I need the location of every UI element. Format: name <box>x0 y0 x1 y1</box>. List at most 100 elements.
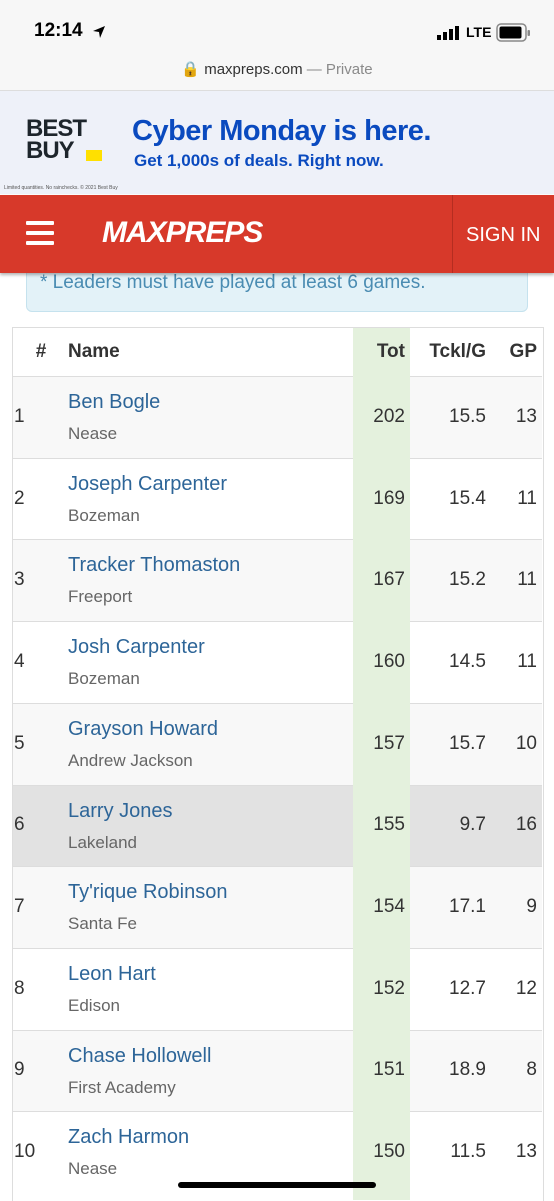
rank: 8 <box>14 977 25 999</box>
school-name: Andrew Jackson <box>68 750 193 770</box>
tackles-per-game: 14.5 <box>449 650 486 672</box>
player-name[interactable]: Tracker Thomaston <box>68 554 241 577</box>
table-row <box>12 1029 542 1112</box>
sorted-column <box>353 327 410 1200</box>
rank: 10 <box>14 1141 36 1163</box>
table-row <box>12 947 542 1030</box>
games-played: 16 <box>515 814 537 836</box>
total-tackles: 151 <box>373 1059 405 1081</box>
table-row <box>12 457 542 540</box>
school-name: Nease <box>68 1159 118 1179</box>
table-row <box>12 621 542 704</box>
table-row <box>12 1111 542 1194</box>
player-name[interactable]: Grayson Howard <box>68 717 219 740</box>
divider <box>452 195 453 273</box>
table-row <box>12 376 542 458</box>
total-tackles: 150 <box>373 1141 405 1163</box>
ad-headline: Cyber Monday is here. <box>132 115 431 147</box>
tackles-per-game: 15.4 <box>449 487 486 509</box>
battery-icon <box>496 23 530 42</box>
rank: 5 <box>14 732 25 754</box>
player-name[interactable]: Chase Hollowell <box>68 1044 212 1067</box>
games-played: 10 <box>515 732 537 754</box>
games-played: 9 <box>526 896 537 918</box>
tackles-per-game: 12.7 <box>449 977 486 999</box>
games-played: 13 <box>515 405 537 427</box>
school-name: Nease <box>68 424 118 443</box>
total-tackles: 169 <box>373 487 405 509</box>
ad-brand: BEST BUY <box>26 115 87 164</box>
tackles-per-game: 9.7 <box>459 814 486 836</box>
tackles-per-game: 15.2 <box>449 569 486 591</box>
school-name: Bozeman <box>68 505 140 525</box>
ad-fine-print: Limited quantities. No rainchecks. © 202… <box>4 185 118 191</box>
url-bar[interactable]: 🔒 maxpreps.com — Private <box>0 52 554 91</box>
private-label: — Private <box>306 61 373 78</box>
player-name[interactable]: Zach Harmon <box>68 1126 190 1149</box>
home-indicator <box>178 1182 376 1188</box>
tackles-per-game: 15.5 <box>449 405 486 427</box>
column-header[interactable]: Tot <box>376 341 405 362</box>
rank: 2 <box>14 487 25 509</box>
total-tackles: 154 <box>373 896 405 918</box>
column-header: # <box>35 341 47 362</box>
tackles-per-game: 15.7 <box>449 732 486 754</box>
player-name[interactable]: Ty'rique Robinson <box>68 881 228 904</box>
total-tackles: 155 <box>373 814 405 836</box>
ad-subline: Get 1,000s of deals. Right now. <box>134 151 384 170</box>
rank: 4 <box>14 650 25 672</box>
location-icon <box>93 26 105 38</box>
ad-tag <box>86 150 102 161</box>
games-played: 8 <box>526 1059 537 1081</box>
total-tackles: 152 <box>373 977 405 999</box>
tackles-per-game: 11.5 <box>450 1141 486 1163</box>
table-row <box>12 866 542 949</box>
tackles-per-game: 17.1 <box>449 896 486 918</box>
player-name[interactable]: Josh Carpenter <box>68 636 205 659</box>
table-row <box>12 702 542 785</box>
player-name[interactable]: Larry Jones <box>68 799 173 822</box>
table-row <box>12 539 542 622</box>
school-name: Edison <box>68 995 120 1015</box>
column-header[interactable]: GP <box>509 341 537 362</box>
status-bar <box>0 0 554 52</box>
rank: 7 <box>14 896 25 918</box>
network-label: LTE <box>466 24 492 40</box>
games-played: 11 <box>517 650 537 672</box>
total-tackles: 157 <box>373 732 405 754</box>
games-played: 12 <box>515 977 537 999</box>
player-name[interactable]: Joseph Carpenter <box>68 472 227 495</box>
column-header[interactable]: Tckl/G <box>429 341 486 362</box>
signal-icon <box>437 26 459 40</box>
ad-banner[interactable] <box>0 91 554 194</box>
url: 🔒 maxpreps.com — Private <box>181 61 373 78</box>
clock: 12:14 <box>34 20 83 41</box>
table-row <box>12 784 542 867</box>
school-name: Lakeland <box>68 832 138 852</box>
rank: 1 <box>14 405 25 427</box>
domain: maxpreps.com <box>204 61 303 78</box>
total-tackles: 167 <box>373 569 405 591</box>
school-name: Santa Fe <box>68 914 137 934</box>
games-played: 11 <box>517 569 537 591</box>
rank: 9 <box>14 1059 25 1081</box>
total-tackles: 202 <box>373 405 405 427</box>
school-name: First Academy <box>68 1077 176 1097</box>
games-played: 13 <box>515 1141 537 1163</box>
site-header <box>0 195 554 273</box>
sign-in-button[interactable]: SIGN IN <box>466 224 541 246</box>
total-tackles: 160 <box>373 650 405 672</box>
school-name: Freeport <box>68 587 133 607</box>
menu-button[interactable] <box>26 221 56 247</box>
school-name: Bozeman <box>68 669 140 689</box>
player-name[interactable]: Leon Hart <box>68 962 156 985</box>
rank: 3 <box>14 569 25 591</box>
player-name[interactable]: Ben Bogle <box>68 391 161 413</box>
logo[interactable]: MAXPREPS <box>102 216 263 249</box>
note: * Leaders must have played at least 6 ga… <box>40 272 426 293</box>
tackles-per-game: 18.9 <box>449 1059 486 1081</box>
column-header: Name <box>68 341 120 362</box>
table <box>12 327 544 1201</box>
rank: 6 <box>14 814 25 836</box>
